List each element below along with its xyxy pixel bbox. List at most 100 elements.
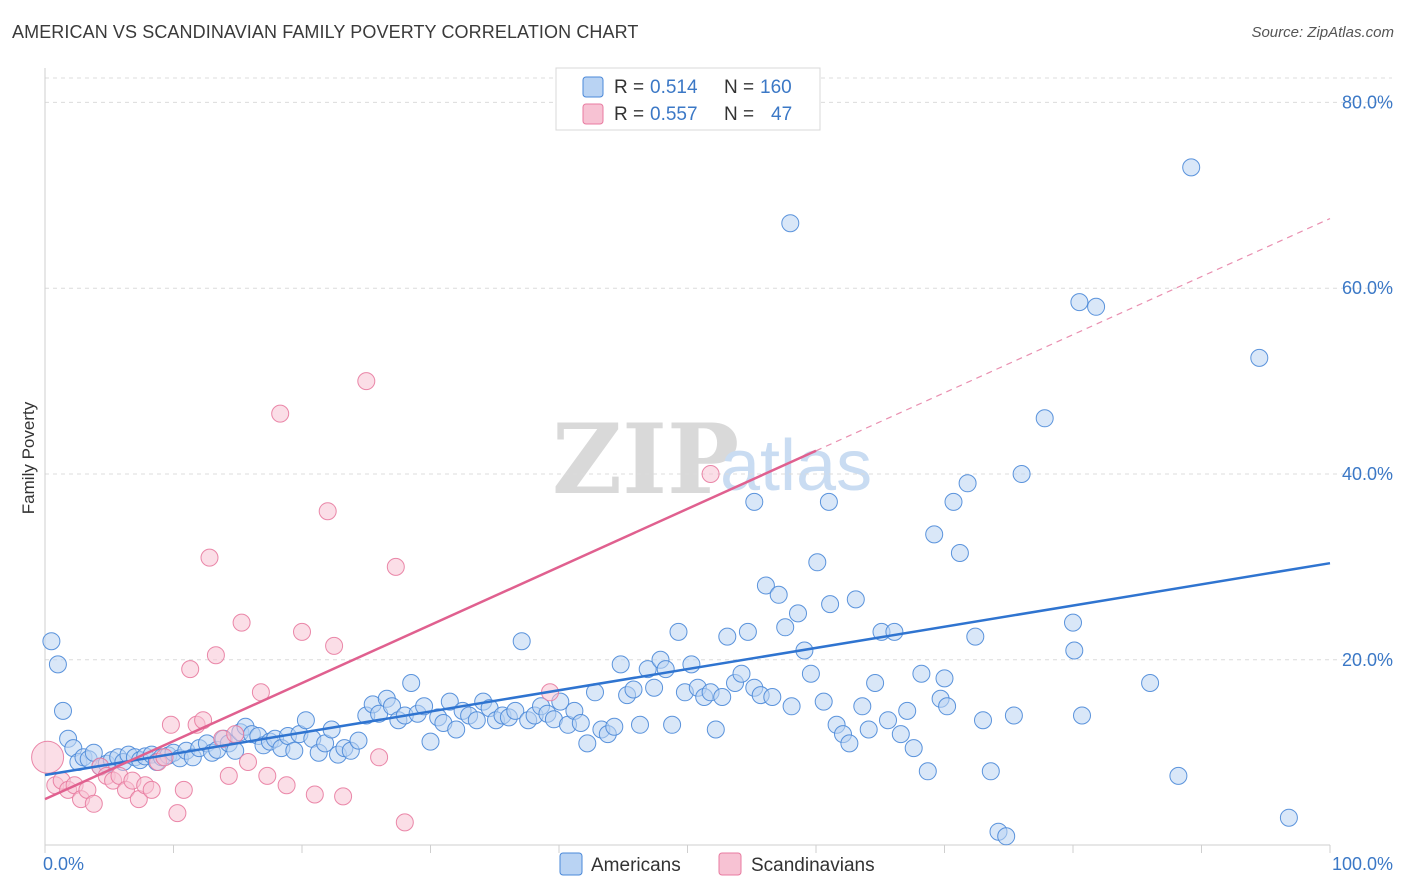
watermark: ZIP atlas — [552, 403, 872, 516]
american-point — [904, 739, 923, 758]
american-point — [1141, 674, 1160, 692]
american-point — [840, 734, 859, 753]
scandinavian-point — [31, 740, 65, 774]
legend-n-label-scandinavians: N = — [724, 104, 754, 125]
scandinavian-point — [370, 748, 389, 767]
legend-r-value-americans: 0.514 — [650, 77, 698, 98]
american-point — [440, 692, 459, 711]
american-point — [958, 474, 977, 493]
american-point — [808, 553, 827, 572]
american-point — [866, 674, 885, 692]
american-point — [781, 214, 800, 233]
legend-swatch-scandinavians — [582, 103, 604, 125]
american-point — [1012, 465, 1031, 483]
american-point — [821, 595, 840, 614]
american-point — [1087, 297, 1106, 316]
american-point — [938, 697, 957, 716]
american-point — [732, 664, 751, 683]
american-point — [638, 660, 657, 679]
scandinavians-trend-extension — [815, 217, 1331, 452]
points-layer — [31, 158, 1298, 846]
american-point — [656, 660, 675, 679]
american-point — [663, 715, 682, 734]
scandinavian-point — [277, 776, 296, 795]
scandinavian-point — [200, 548, 219, 567]
american-point — [769, 585, 788, 604]
american-point — [898, 701, 917, 720]
american-point — [891, 725, 910, 744]
american-point — [1035, 409, 1054, 428]
american-point — [776, 618, 795, 637]
american-point — [925, 525, 944, 544]
scandinavian-point — [395, 813, 414, 832]
american-point — [447, 720, 466, 739]
watermark-zip: ZIP — [552, 403, 739, 516]
american-point — [859, 720, 878, 739]
x-tick-label-min: 0.0% — [43, 854, 84, 874]
american-point — [578, 734, 597, 753]
scandinavian-point — [181, 660, 200, 679]
scandinavian-point — [258, 766, 277, 785]
scandinavian-point — [293, 622, 311, 641]
american-point — [763, 688, 782, 706]
american-point — [944, 492, 963, 511]
scandinavian-point — [325, 636, 344, 655]
american-point — [745, 492, 764, 511]
american-point — [1070, 293, 1089, 312]
legend-r-label-scandinavians: R = — [614, 104, 644, 125]
american-point — [981, 762, 1000, 781]
american-point — [571, 714, 590, 732]
scandinavian-point — [334, 787, 353, 806]
american-point — [997, 827, 1016, 846]
scandinavian-point — [84, 794, 103, 813]
chart-title: AMERICAN VS SCANDINAVIAN FAMILY POVERTY … — [12, 22, 639, 42]
y-tick-label: 60.0% — [1342, 278, 1393, 298]
american-point — [782, 697, 801, 716]
y-tick-label: 80.0% — [1342, 92, 1393, 112]
scandinavian-point — [219, 766, 238, 785]
scandinavians-trend-line — [44, 449, 817, 801]
legend-swatch-americans — [582, 76, 604, 98]
stats-legend: R = 0.514 N = 160 R = 0.557 N = 47 — [555, 67, 821, 131]
y-axis-title: Family Poverty — [19, 401, 38, 514]
american-point — [296, 711, 315, 730]
american-point — [814, 692, 833, 711]
american-point — [48, 655, 67, 674]
y-tick-label: 40.0% — [1342, 464, 1393, 484]
american-point — [624, 680, 643, 699]
american-point — [1182, 158, 1201, 177]
series-legend-swatch-americans — [559, 852, 583, 876]
scandinavian-point — [174, 780, 193, 799]
american-point — [1004, 706, 1023, 725]
american-point — [1250, 348, 1269, 367]
scandinavian-point — [386, 557, 405, 576]
american-point — [611, 655, 630, 674]
scandinavian-point — [318, 502, 337, 521]
american-point — [935, 669, 954, 688]
american-point — [605, 717, 624, 736]
american-point — [738, 622, 757, 641]
american-point — [42, 632, 61, 651]
scandinavian-point — [226, 725, 245, 744]
american-point — [706, 720, 725, 739]
scandinavian-point — [232, 613, 251, 632]
american-point — [819, 492, 838, 511]
american-point — [966, 627, 985, 646]
american-point — [713, 688, 732, 706]
american-point — [506, 701, 525, 720]
american-point — [879, 711, 897, 730]
americans-trend-line — [44, 561, 1331, 777]
series-legend-label-scandinavians: Scandinavians — [751, 855, 875, 876]
legend-r-value-scandinavians: 0.557 — [650, 104, 698, 125]
american-point — [912, 664, 931, 683]
legend-n-value-americans: 160 — [760, 77, 792, 98]
american-point — [467, 711, 486, 730]
x-tick-label-max: 100.0% — [1332, 854, 1393, 874]
series-legend: Americans Scandinavians — [559, 852, 875, 876]
american-point — [54, 701, 72, 720]
american-point — [718, 627, 737, 646]
scandinavian-point — [271, 404, 290, 423]
trend-layer — [44, 217, 1331, 801]
